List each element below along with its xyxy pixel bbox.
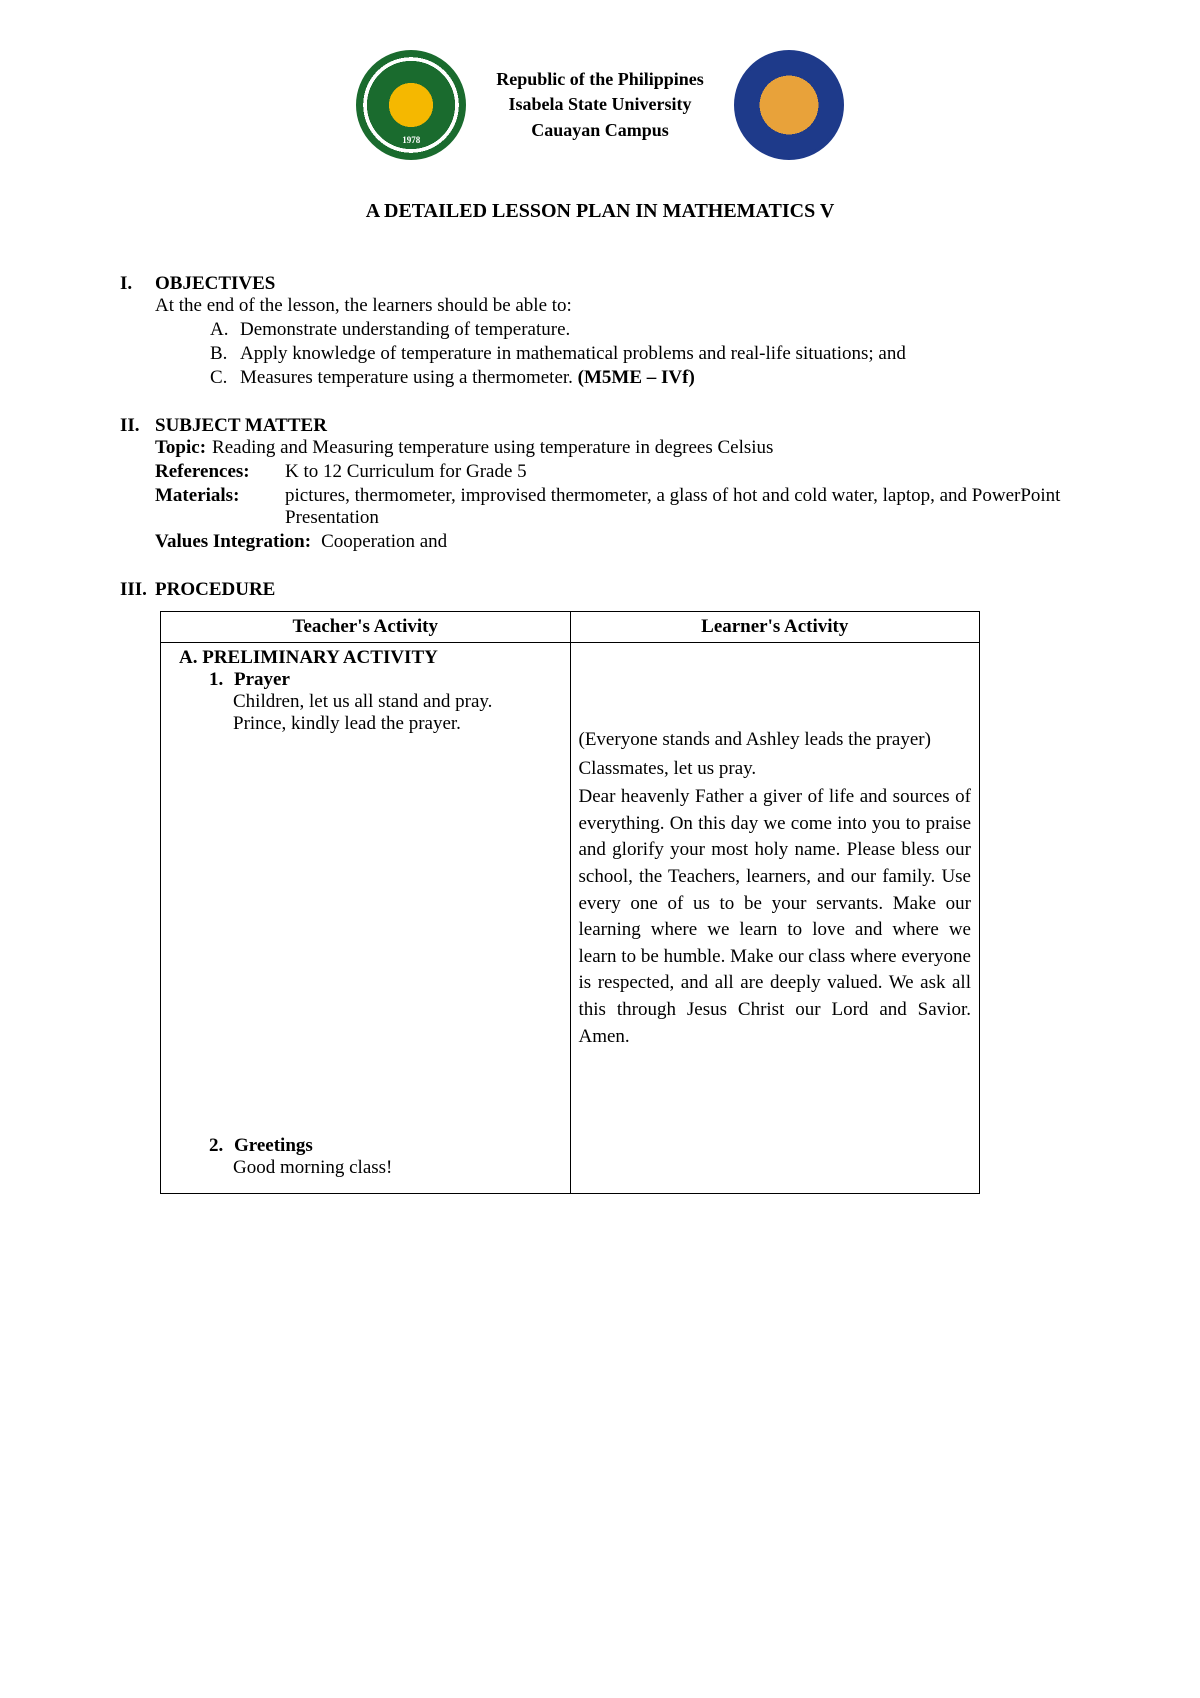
objective-text: Demonstrate understanding of temperature… <box>240 319 570 341</box>
prayer-line-1: Children, let us all stand and pray. <box>209 691 562 713</box>
section-heading: OBJECTIVES <box>155 273 1100 295</box>
prayer-heading: Prayer <box>234 669 290 690</box>
subject-topic-row: Topic: Reading and Measuring temperature… <box>155 437 1100 459</box>
roman-numeral: II. <box>100 415 155 437</box>
objective-item: B. Apply knowledge of temperature in mat… <box>210 343 1100 365</box>
prayer-line-2: Prince, kindly lead the prayer. <box>209 713 562 735</box>
document-header: Republic of the Philippines Isabela Stat… <box>100 50 1100 160</box>
table-header-teacher: Teacher's Activity <box>161 612 571 643</box>
table-header-learner: Learner's Activity <box>570 612 980 643</box>
objective-text: Apply knowledge of temperature in mathem… <box>240 343 906 365</box>
section-objectives: I. OBJECTIVES At the end of the lesson, … <box>100 273 1100 391</box>
references-label: References: <box>155 461 285 483</box>
document-title: A DETAILED LESSON PLAN IN MATHEMATICS V <box>100 200 1100 223</box>
college-seal-icon <box>734 50 844 160</box>
header-line-1: Republic of the Philippines <box>496 67 704 92</box>
university-seal-icon <box>356 50 466 160</box>
prayer-num: 1. <box>209 669 223 690</box>
objective-code: (M5ME – IVf) <box>578 367 695 388</box>
procedure-table: Teacher's Activity Learner's Activity A.… <box>160 611 980 1194</box>
prayer-block: 1. Prayer Children, let us all stand and… <box>169 669 562 735</box>
subject-materials-row: Materials: pictures, thermometer, improv… <box>155 485 1100 529</box>
learner-stage-direction: (Everyone stands and Ashley leads the pr… <box>579 727 972 754</box>
materials-value: pictures, thermometer, improvised thermo… <box>285 485 1100 529</box>
subject-references-row: References: K to 12 Curriculum for Grade… <box>155 461 1100 483</box>
objective-letter: A. <box>210 319 240 341</box>
objective-item: C. Measures temperature using a thermome… <box>210 367 1100 389</box>
objective-letter: C. <box>210 367 240 389</box>
header-text-block: Republic of the Philippines Isabela Stat… <box>496 67 704 143</box>
values-value: Cooperation and <box>321 531 1100 553</box>
table-row: A. PRELIMINARY ACTIVITY 1. Prayer Childr… <box>161 643 980 1194</box>
learner-activity-cell: (Everyone stands and Ashley leads the pr… <box>570 643 980 1194</box>
preliminary-heading: A. PRELIMINARY ACTIVITY <box>169 647 562 669</box>
topic-label: Topic: <box>155 437 206 459</box>
objectives-intro: At the end of the lesson, the learners s… <box>155 295 1100 317</box>
objective-prefix: Measures temperature using a thermometer… <box>240 367 578 388</box>
greetings-heading: Greetings <box>234 1135 313 1156</box>
values-label: Values Integration: <box>155 531 311 553</box>
learner-prayer-text: Dear heavenly Father a giver of life and… <box>579 784 972 1050</box>
roman-numeral: III. <box>100 579 155 601</box>
objective-letter: B. <box>210 343 240 365</box>
section-procedure: III. PROCEDURE Teacher's Activity Learne… <box>100 579 1100 1194</box>
section-heading: SUBJECT MATTER <box>155 415 1100 437</box>
header-line-2: Isabela State University <box>496 92 704 117</box>
roman-numeral: I. <box>100 273 155 295</box>
objective-text: Measures temperature using a thermometer… <box>240 367 695 389</box>
topic-value: Reading and Measuring temperature using … <box>212 437 1100 459</box>
header-line-3: Cauayan Campus <box>496 118 704 143</box>
section-heading: PROCEDURE <box>155 579 1100 601</box>
materials-label: Materials: <box>155 485 285 529</box>
section-subject-matter: II. SUBJECT MATTER Topic: Reading and Me… <box>100 415 1100 555</box>
greetings-block: 2. Greetings Good morning class! <box>169 1135 562 1179</box>
teacher-activity-cell: A. PRELIMINARY ACTIVITY 1. Prayer Childr… <box>161 643 571 1194</box>
references-value: K to 12 Curriculum for Grade 5 <box>285 461 1100 483</box>
objective-item: A. Demonstrate understanding of temperat… <box>210 319 1100 341</box>
learner-lead-line: Classmates, let us pray. <box>579 756 972 783</box>
greetings-num: 2. <box>209 1135 223 1156</box>
greetings-line-1: Good morning class! <box>209 1157 562 1179</box>
subject-values-row: Values Integration: Cooperation and <box>155 531 1100 553</box>
